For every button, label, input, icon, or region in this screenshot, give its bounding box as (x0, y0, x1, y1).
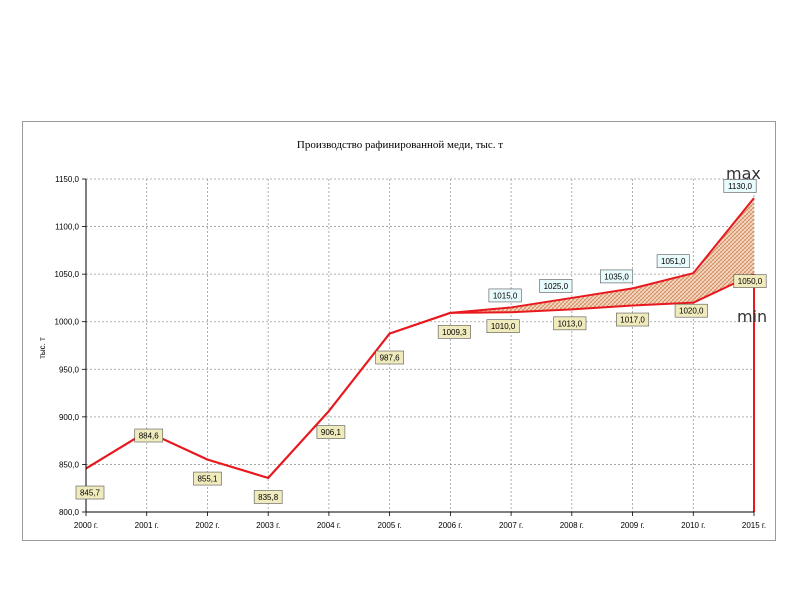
line-layer (85, 197, 755, 512)
chart-frame: Производство рафинированной меди, тыс. т… (22, 121, 776, 541)
data-label-low-box (193, 471, 222, 486)
y-tick-label: 900,0 (59, 413, 80, 422)
x-tick-label: 2008 г. (560, 521, 584, 530)
data-label-high-box (656, 254, 690, 268)
x-tick-label: 2003 г. (256, 521, 280, 530)
data-label-low: 845,7 (80, 489, 101, 498)
data-label-high: 1051,0 (661, 257, 686, 266)
data-label-layer: 845,7 884,6 855,1 835,8 906,1 987,6 1009,3 1010… (75, 179, 767, 504)
data-label-low-box (75, 485, 105, 500)
data-label-low: 987,6 (380, 354, 401, 363)
data-label-low: 855,1 (197, 475, 218, 484)
data-label-low-box (437, 325, 471, 339)
range-band (450, 198, 754, 313)
x-tick-label: 2002 г. (195, 521, 219, 530)
data-label-high: 1025,0 (544, 282, 569, 291)
y-tick-label: 800,0 (59, 508, 80, 517)
data-label-high-box (600, 269, 634, 284)
data-label-high: 1015,0 (493, 291, 518, 300)
band-layer (450, 198, 754, 313)
min-annotation: min (737, 307, 767, 326)
y-tick-label: 1000,0 (55, 318, 80, 327)
axis-layer: 800,0 850,0 900,0 950,0 1000,0 1050,0 1100,0 11… (55, 175, 767, 530)
max-annotation: max (726, 164, 761, 183)
data-label-low-box (316, 425, 346, 439)
data-label-high: 1035,0 (604, 272, 629, 281)
chart-canvas: Производство рафинированной меди, тыс. т… (38, 139, 767, 530)
data-label-low-box (134, 428, 164, 443)
y-tick-label: 950,0 (59, 365, 80, 374)
data-label-low-box (616, 312, 650, 327)
data-label-low-box (733, 274, 767, 288)
x-tick-label: 2006 г. (438, 521, 462, 530)
x-tick-label: 2009 г. (620, 521, 644, 530)
data-label-low: 1013,0 (558, 319, 583, 328)
data-label-low: 1010,0 (491, 322, 516, 331)
data-label-high-box (488, 288, 522, 303)
x-tick-label: 2000 г. (74, 521, 98, 530)
x-tick-label: 2004 г. (317, 521, 341, 530)
data-label-low: 1050,0 (738, 277, 763, 286)
x-tick-label: 2015 г. (742, 521, 766, 530)
series-line-max (85, 197, 755, 479)
data-label-low: 906,1 (321, 428, 342, 437)
y-tick-label: 850,0 (59, 460, 80, 469)
data-label-low-box (674, 303, 708, 318)
x-tick-label: 2010 г. (681, 521, 705, 530)
data-label-low-box (253, 490, 283, 504)
data-label-low-box (486, 319, 520, 333)
data-label-high-box (723, 179, 757, 193)
x-tick-label: 2001 г. (135, 521, 159, 530)
chart-title: Производство рафинированной меди, тыс. т (297, 139, 503, 151)
data-label-low: 1017,0 (620, 316, 645, 325)
data-label-high-box (539, 279, 573, 293)
y-axis-title: тыс. т (38, 337, 47, 359)
data-label-low: 835,8 (258, 493, 279, 502)
data-label-high: 1130,0 (728, 182, 752, 191)
grid-layer (86, 178, 755, 513)
data-label-low: 1020,0 (679, 307, 704, 316)
data-label-low-box (375, 350, 404, 365)
data-label-low: 884,6 (139, 432, 160, 441)
x-tick-label: 2007 г. (499, 521, 523, 530)
data-label-low-box (553, 316, 587, 331)
y-tick-label: 1150,0 (55, 175, 79, 184)
data-label-low: 1009,3 (442, 328, 467, 337)
x-tick-label: 2005 г. (378, 521, 402, 530)
y-tick-label: 1050,0 (55, 270, 80, 279)
series-line-min (85, 273, 755, 479)
y-tick-label: 1100,0 (55, 223, 79, 232)
